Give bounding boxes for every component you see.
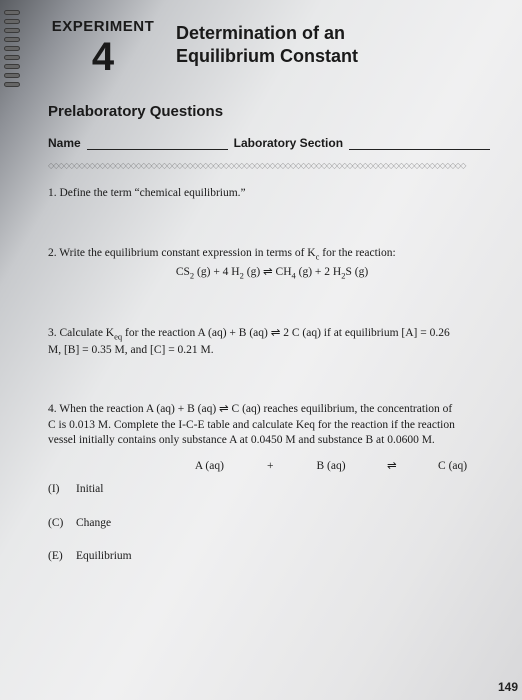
ice-e-paren: (E) xyxy=(48,549,76,565)
ice-i-paren: (I) xyxy=(48,482,76,498)
name-row: Name Laboratory Section xyxy=(48,136,496,150)
labsection-label: Laboratory Section xyxy=(234,136,343,150)
ice-eq: ⇌ xyxy=(374,459,409,475)
title: Determination of an Equilibrium Constant xyxy=(176,18,358,67)
ice-col-b: B (aq) xyxy=(288,459,375,475)
divider-ornament: ◇◇◇◇◇◇◇◇◇◇◇◇◇◇◇◇◇◇◇◇◇◇◇◇◇◇◇◇◇◇◇◇◇◇◇◇◇◇◇◇… xyxy=(48,162,496,170)
keq-subscript: eq xyxy=(114,331,122,341)
question-3: 3. Calculate Keq for the reaction A (aq)… xyxy=(48,326,496,358)
question-2-equation: CS2 (g) + 4 H2 (g) ⇌ CH4 (g) + 2 H2S (g) xyxy=(48,265,496,282)
name-label: Name xyxy=(48,136,81,150)
q3-a: 3. Calculate K xyxy=(48,327,114,339)
eqn-part: (g) + 2 H xyxy=(296,266,341,278)
ice-i-word: Initial xyxy=(76,482,166,498)
ice-col-c: C (aq) xyxy=(409,459,496,475)
q4-l2: C is 0.013 M. Complete the I-C-E table a… xyxy=(48,419,455,431)
header: EXPERIMENT 4 Determination of an Equilib… xyxy=(48,18,496,77)
question-2: 2. Write the equilibrium constant expres… xyxy=(48,246,496,283)
ice-c-paren: (C) xyxy=(48,516,76,532)
eqn-part: S (g) xyxy=(345,266,368,278)
q3-c: M, [B] = 0.35 M, and [C] = 0.21 M. xyxy=(48,344,214,356)
question-4: 4. When the reaction A (aq) + B (aq) ⇌ C… xyxy=(48,402,496,565)
name-blank[interactable] xyxy=(87,138,228,150)
question-2-text-a: 2. Write the equilibrium constant expres… xyxy=(48,247,316,259)
ice-c-word: Change xyxy=(76,516,166,532)
section-heading: Prelaboratory Questions xyxy=(48,103,496,120)
q4-l1: 4. When the reaction A (aq) + B (aq) ⇌ C… xyxy=(48,403,452,415)
experiment-badge: EXPERIMENT 4 xyxy=(48,18,158,77)
ice-row-equilibrium: (E) Equilibrium xyxy=(48,549,496,565)
ice-col-a: A (aq) xyxy=(166,459,253,475)
question-1: 1. Define the term “chemical equilibrium… xyxy=(48,186,496,202)
question-2-text-b: for the reaction: xyxy=(319,247,395,259)
ice-e-word: Equilibrium xyxy=(76,549,166,565)
question-1-text: 1. Define the term “chemical equilibrium… xyxy=(48,187,246,199)
eqn-part: CS xyxy=(176,266,190,278)
title-line-1: Determination of an xyxy=(176,22,358,45)
title-line-2: Equilibrium Constant xyxy=(176,45,358,68)
eqn-part: (g) ⇌ CH xyxy=(244,266,292,278)
page-number: 149 xyxy=(498,680,518,694)
worksheet-page: EXPERIMENT 4 Determination of an Equilib… xyxy=(0,0,522,700)
ice-plus: + xyxy=(253,459,288,475)
experiment-label: EXPERIMENT xyxy=(48,18,158,35)
ice-header: A (aq) + B (aq) ⇌ C (aq) xyxy=(48,459,496,475)
ice-row-change: (C) Change xyxy=(48,516,496,532)
experiment-number: 4 xyxy=(48,37,158,77)
labsection-blank[interactable] xyxy=(349,138,490,150)
q4-l3: vessel initially contains only substance… xyxy=(48,434,435,446)
ice-row-initial: (I) Initial xyxy=(48,482,496,498)
eqn-part: (g) + 4 H xyxy=(194,266,239,278)
q3-b: for the reaction A (aq) + B (aq) ⇌ 2 C (… xyxy=(122,327,450,339)
